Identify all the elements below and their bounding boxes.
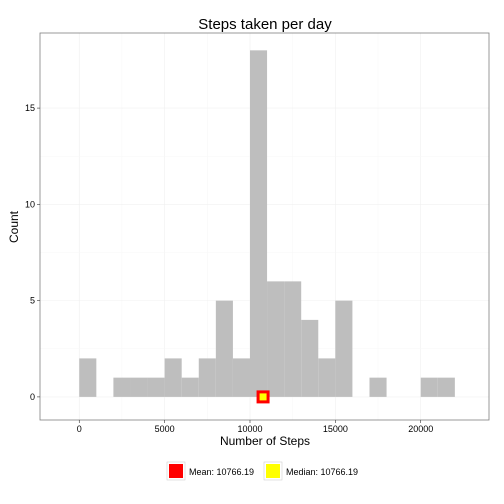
marker-median — [259, 393, 267, 401]
histogram-bar-20 — [420, 377, 438, 397]
y-tick-label-3: 15 — [25, 103, 35, 113]
x-tick-label-0: 0 — [77, 424, 82, 434]
y-axis-title: Count — [7, 210, 21, 243]
legend-key-mean — [169, 464, 183, 478]
histogram-bar-17 — [369, 377, 387, 397]
histogram-bars — [79, 50, 455, 397]
histogram-bar-12 — [284, 281, 302, 397]
histogram-bar-15 — [335, 300, 353, 397]
histogram-bar-21 — [437, 377, 455, 397]
legend-label-mean: Mean: 10766.19 — [189, 467, 254, 477]
x-axis: 0 5000 10000 15000 20000 — [77, 420, 433, 434]
y-tick-label-0: 0 — [30, 392, 35, 402]
x-tick-label-2: 10000 — [237, 424, 262, 434]
legend-key-median — [266, 464, 280, 478]
legend-label-median: Median: 10766.19 — [286, 467, 358, 477]
histogram-bar-13 — [301, 319, 319, 397]
histogram-bar-2 — [113, 377, 131, 397]
histogram-bar-9 — [232, 358, 250, 397]
histogram-bar-8 — [215, 300, 233, 397]
histogram-bar-11 — [267, 281, 285, 397]
y-axis: 0 5 10 15 — [25, 103, 40, 402]
x-axis-title: Number of Steps — [220, 434, 310, 448]
histogram-bar-3 — [130, 377, 148, 397]
y-tick-label-1: 5 — [30, 296, 35, 306]
histogram-bar-7 — [198, 358, 216, 397]
histogram-bar-6 — [181, 377, 199, 397]
x-tick-label-1: 5000 — [155, 424, 175, 434]
histogram-bar-5 — [164, 358, 182, 397]
histogram-bar-4 — [147, 377, 165, 397]
histogram-bar-14 — [318, 358, 336, 397]
plot-panel-border — [39, 32, 490, 421]
histogram-bar-10 — [249, 50, 268, 397]
y-tick-label-2: 10 — [25, 199, 35, 209]
x-tick-label-4: 20000 — [408, 424, 433, 434]
histogram-bar-0 — [79, 358, 97, 397]
chart-title: Steps taken per day — [198, 16, 332, 33]
stat-markers — [256, 390, 270, 404]
x-tick-label-3: 15000 — [323, 424, 348, 434]
legend: Mean: 10766.19 Median: 10766.19 — [166, 461, 358, 481]
